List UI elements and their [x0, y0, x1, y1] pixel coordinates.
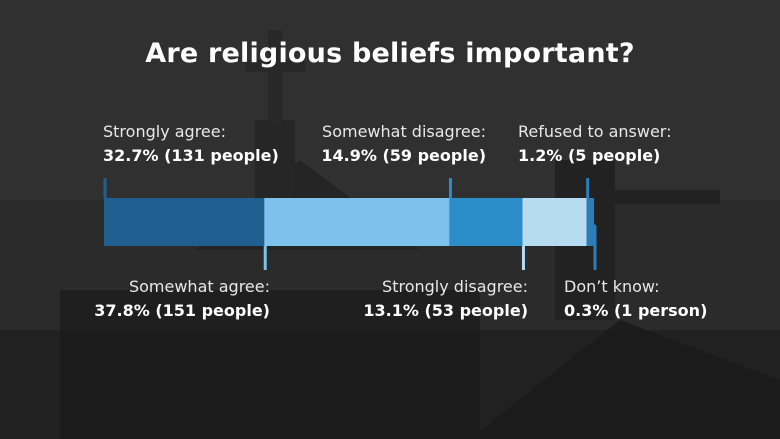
bar-segment-somewhat-agree	[264, 198, 450, 246]
label-strongly-agree-name: Strongly agree:	[103, 122, 227, 141]
label-dont-know: Don’t know: 0.3% (1 person)	[564, 275, 707, 323]
label-dont-know-value: 0.3% (1 person)	[564, 301, 708, 320]
label-strongly-agree-value: 32.7% (131 people)	[103, 146, 279, 165]
label-dont-know-name: Don’t know:	[564, 277, 660, 296]
label-somewhat-agree-name: Somewhat agree:	[128, 277, 270, 296]
bar-segment-refused-to-answer	[586, 198, 593, 246]
label-somewhat-agree: Somewhat agree: 37.8% (151 people)	[94, 275, 270, 323]
chart-title: Are religious beliefs important?	[145, 38, 635, 69]
bar-segment-don-t-know	[592, 198, 595, 246]
bar-segment-strongly-disagree	[522, 198, 587, 246]
label-strongly-disagree-value: 13.1% (53 people)	[363, 301, 528, 320]
label-somewhat-agree-value: 37.8% (151 people)	[94, 301, 270, 320]
label-refused: Refused to answer: 1.2% (5 people)	[518, 120, 671, 168]
bar-segment-somewhat-disagree	[449, 198, 523, 246]
label-refused-value: 1.2% (5 people)	[518, 146, 661, 165]
label-strongly-disagree: Strongly disagree: 13.1% (53 people)	[363, 275, 528, 323]
label-refused-name: Refused to answer:	[518, 122, 672, 141]
label-somewhat-disagree-name: Somewhat disagree:	[322, 122, 486, 141]
label-somewhat-disagree: Somewhat disagree: 14.9% (59 people)	[321, 120, 486, 168]
label-strongly-disagree-name: Strongly disagree:	[382, 277, 528, 296]
label-strongly-agree: Strongly agree: 32.7% (131 people)	[103, 120, 279, 168]
bar-segment-strongly-agree	[104, 198, 265, 246]
label-somewhat-disagree-value: 14.9% (59 people)	[321, 146, 486, 165]
